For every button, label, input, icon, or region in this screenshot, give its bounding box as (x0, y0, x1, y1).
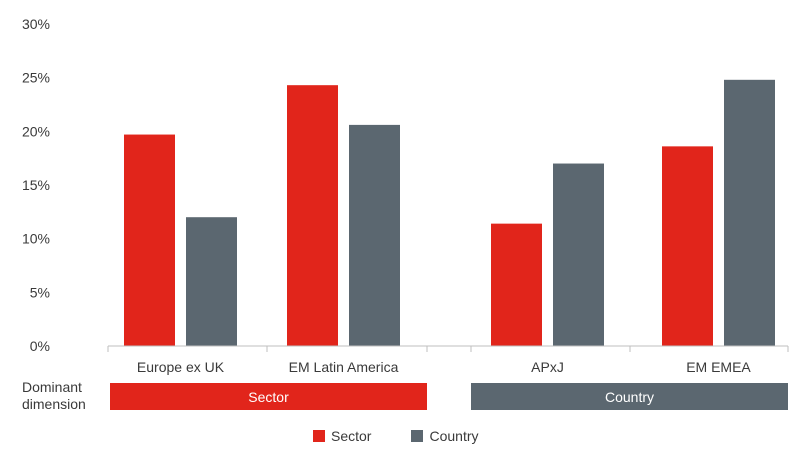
y-tick-label: 20% (22, 123, 50, 139)
dominant-dimension-country-label: Country (604, 388, 655, 405)
y-tick-label: 10% (22, 231, 50, 247)
bar-sector-3 (662, 146, 713, 346)
legend: Sector Country (313, 428, 519, 444)
bar-sector-1 (287, 85, 338, 347)
y-tick-label: 30% (22, 16, 50, 32)
legend-label-sector: Sector (331, 428, 372, 444)
legend-swatch-country (411, 430, 424, 442)
bars (124, 79, 775, 347)
bar-sector-2 (491, 223, 542, 346)
bar-country-1 (349, 124, 400, 346)
bar-sector-0 (124, 134, 175, 346)
bar-chart: 0% 5% 10% 15% 20% 25% 30% Europe ex UK EM Latin… (22, 16, 789, 375)
legend-item-sector: Sector (313, 428, 371, 444)
dominant-dimension-label: Dominant dimension (22, 379, 86, 413)
x-category-label: EM EMEA (686, 359, 751, 375)
y-tick-label: 15% (22, 177, 50, 193)
x-axis-ticks (107, 346, 789, 352)
bar-country-0 (186, 217, 237, 346)
y-tick-label: 25% (22, 70, 50, 86)
y-axis-ticks: 0% 5% 10% 15% 20% 25% 30% (22, 16, 50, 354)
legend-swatch-sector (313, 430, 325, 442)
x-category-label: EM Latin America (289, 359, 399, 375)
x-category-label: APxJ (531, 359, 564, 375)
bar-country-3 (724, 79, 775, 347)
x-axis-labels: Europe ex UK EM Latin America APxJ EM EMEA (137, 359, 752, 375)
y-tick-label: 0% (30, 338, 50, 354)
dominant-dimension-sector-label: Sector (248, 388, 289, 405)
y-tick-label: 5% (30, 284, 50, 300)
legend-label-country: Country (429, 428, 479, 444)
dominant-dimension-country-bar: Country (471, 383, 788, 410)
bar-country-2 (553, 163, 604, 346)
dominant-dimension-label-line2: dimension (22, 396, 86, 412)
dominant-dimension-label-line1: Dominant (22, 379, 82, 395)
legend-item-country: Country (411, 428, 479, 444)
x-category-label: Europe ex UK (137, 359, 225, 375)
dominant-dimension-sector-bar: Sector (110, 383, 427, 410)
